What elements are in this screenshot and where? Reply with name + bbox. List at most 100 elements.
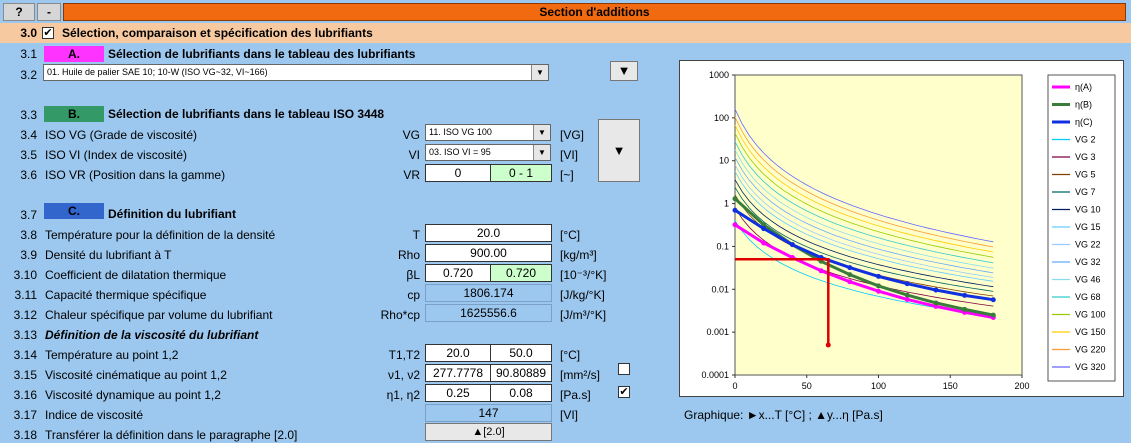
series-point [933, 300, 938, 305]
series-point [761, 226, 766, 231]
density-temp-input[interactable]: 20.0 [425, 224, 552, 242]
section-c-title: Définition du lubrifiant [108, 207, 236, 221]
iso-vi-select-value: 03. ISO VI = 95 [429, 147, 491, 157]
row-number: 3.14 [0, 348, 37, 362]
legend-label: VG 5 [1075, 170, 1096, 180]
iso-vg-symbol: VG [340, 128, 420, 142]
expansion-computed: 0.720 [490, 264, 552, 282]
density-input[interactable]: 900.00 [425, 244, 552, 262]
apply-iso-button[interactable]: ▼ [598, 119, 640, 182]
iso-vi-symbol: VI [340, 148, 420, 162]
density-symbol: Rho [340, 248, 420, 262]
y-tick-label: 1000 [709, 70, 729, 80]
header-title: Sélection, comparaison et spécification … [62, 26, 373, 40]
heat-capacity-label: Capacité thermique spécifique [45, 288, 206, 302]
heat-capacity-value: 1806.174 [425, 284, 552, 302]
dynamic-visc2-input[interactable]: 0.08 [490, 384, 552, 402]
row-number: 3.0 [0, 26, 37, 40]
expansion-label: Coefficient de dilatation thermique [45, 268, 226, 282]
dynamic-visc-checkbox[interactable]: ✔ [618, 386, 630, 398]
minus-button[interactable]: - [37, 3, 61, 21]
temp-point1-input[interactable]: 20.0 [425, 344, 491, 362]
row-number: 3.13 [0, 328, 37, 342]
temp-point2-input[interactable]: 50.0 [490, 344, 552, 362]
transfer-button[interactable]: ▲[2.0] [425, 423, 552, 441]
y-tick-label: 0.0001 [701, 370, 729, 380]
series-point [876, 289, 881, 294]
header-checkbox[interactable]: ✔ [42, 27, 54, 39]
viscosity-index-label: Indice de viscosité [45, 408, 143, 422]
density-label: Densité du lubrifiant à T [45, 248, 172, 262]
x-tick-label: 50 [802, 381, 812, 391]
legend-label: η(A) [1075, 82, 1092, 92]
series-point [905, 293, 910, 298]
section-a-title: Sélection de lubrifiants dans le tableau… [108, 47, 415, 61]
legend-label: VG 150 [1075, 327, 1106, 337]
expansion-input[interactable]: 0.720 [425, 264, 491, 282]
iso-vr-label: ISO VR (Position dans la gamme) [45, 168, 225, 182]
legend-label: η(B) [1075, 100, 1092, 110]
legend-label: VG 3 [1075, 152, 1096, 162]
viscosity-chart: 1000 100 10 1 0.1 0.01 0.001 0.0001 0 50 100 150 200… [679, 60, 1124, 397]
row-number: 3.18 [0, 428, 37, 442]
series-point [819, 268, 824, 273]
density-temp-label: Température pour la définition de la den… [45, 228, 275, 242]
series-point [905, 297, 910, 302]
section-b-badge: B. [44, 106, 104, 122]
viscosity-definition-heading: Définition de la viscosité du lubrifiant [45, 328, 258, 342]
kinematic-visc2-input[interactable]: 90.80889 [490, 364, 552, 382]
series-point [761, 241, 766, 246]
legend-label: VG 220 [1075, 345, 1106, 355]
temp-points-unit: [°C] [560, 348, 580, 362]
x-tick-label: 100 [871, 381, 886, 391]
legend-label: VG 320 [1075, 362, 1106, 372]
dynamic-visc1-input[interactable]: 0.25 [425, 384, 491, 402]
series-point [733, 208, 738, 213]
lubricant-select[interactable]: 01. Huile de palier SAE 10; 10-W (ISO VG… [43, 64, 549, 81]
dynamic-visc-unit: [Pa.s] [560, 388, 591, 402]
section-a-badge: A. [44, 46, 104, 62]
y-tick-label: 100 [714, 113, 729, 123]
y-tick-label: 0.01 [711, 284, 729, 294]
kinematic-visc-unit: [mm²/s] [560, 368, 600, 382]
row-number: 3.2 [0, 68, 37, 82]
iso-vg-label: ISO VG (Grade de viscosité) [45, 128, 197, 142]
series-point [991, 313, 996, 318]
legend-label: VG 22 [1075, 240, 1101, 250]
expansion-symbol: βL [340, 268, 420, 282]
legend-label: VG 32 [1075, 257, 1101, 267]
iso-vi-select[interactable]: 03. ISO VI = 95 ▼ [425, 144, 551, 161]
section-title-bar: Section d'additions [63, 3, 1126, 21]
plot-area [735, 75, 1022, 375]
dynamic-visc-symbol: η1, η2 [340, 388, 420, 402]
kinematic-visc-checkbox[interactable] [618, 363, 630, 375]
iso-vg-select-value: 11. ISO VG 100 [429, 127, 492, 137]
iso-vr-input[interactable]: 0 [425, 164, 491, 182]
help-button[interactable]: ? [3, 3, 35, 21]
iso-vg-select[interactable]: 11. ISO VG 100 ▼ [425, 124, 551, 141]
section-c-badge: C. [44, 203, 104, 219]
row-number: 3.7 [0, 208, 37, 222]
series-point [991, 297, 996, 302]
row-number: 3.10 [0, 268, 37, 282]
volumetric-heat-unit: [J/m³/°K] [560, 308, 606, 322]
chevron-down-icon: ▼ [533, 125, 550, 140]
graph-caption: Graphique: ►x...T [°C] ; ▲y...η [Pa.s] [684, 408, 883, 422]
apply-lubricant-button[interactable]: ▼ [610, 61, 638, 81]
series-point [962, 307, 967, 312]
row-number: 3.17 [0, 408, 37, 422]
row-number: 3.15 [0, 368, 37, 382]
iso-vr-range: 0 - 1 [490, 164, 552, 182]
kinematic-visc1-input[interactable]: 277.7778 [425, 364, 491, 382]
y-tick-label: 10 [719, 156, 729, 166]
legend-label: VG 10 [1075, 205, 1101, 215]
row-number: 3.16 [0, 388, 37, 402]
marker-point [826, 343, 831, 348]
heat-capacity-unit: [J/kg/°K] [560, 288, 605, 302]
legend-label: VG 100 [1075, 310, 1106, 320]
row-number: 3.5 [0, 148, 37, 162]
series-point [905, 281, 910, 286]
series-point [876, 274, 881, 279]
iso-vi-label: ISO VI (Index de viscosité) [45, 148, 187, 162]
